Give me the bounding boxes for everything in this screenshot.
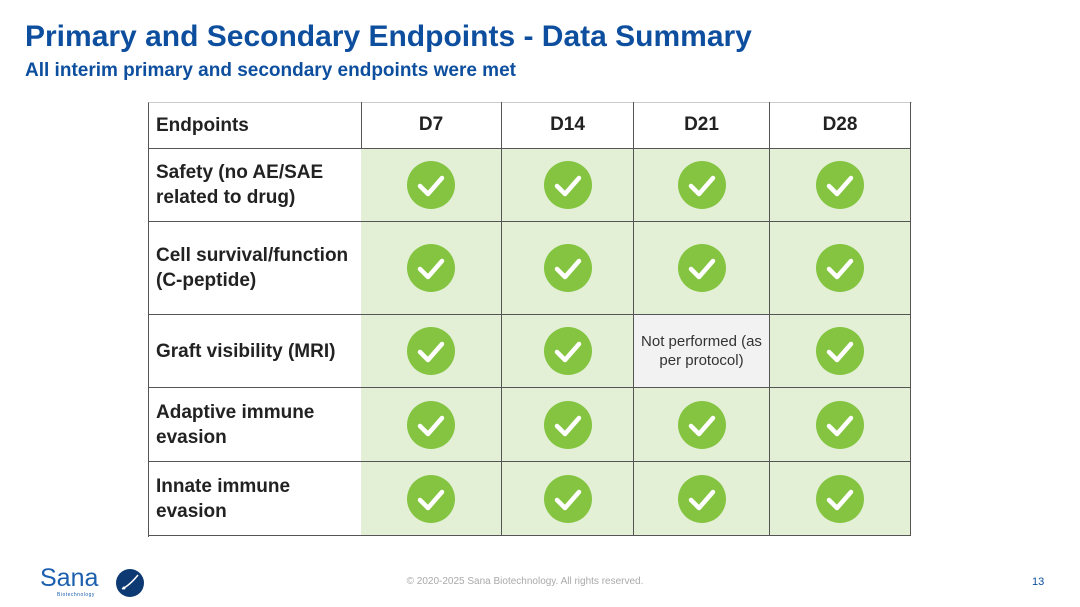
check-cell bbox=[361, 388, 502, 462]
check-icon bbox=[543, 244, 592, 292]
logo-icon bbox=[116, 569, 144, 597]
check-icon bbox=[816, 474, 864, 523]
check-cell bbox=[634, 149, 770, 222]
check-cell bbox=[361, 149, 502, 222]
page-number: 13 bbox=[1032, 576, 1045, 588]
note-cell: Not performed (as per protocol) bbox=[634, 315, 770, 388]
subtitle: All interim primary and secondary endpoi… bbox=[25, 60, 516, 81]
check-icon bbox=[816, 161, 864, 209]
check-icon bbox=[407, 474, 455, 523]
column-header: Endpoints bbox=[148, 102, 362, 149]
check-cell bbox=[634, 388, 770, 462]
check-icon bbox=[543, 161, 592, 209]
check-icon bbox=[677, 400, 726, 449]
check-icon bbox=[677, 244, 726, 292]
check-icon bbox=[407, 161, 455, 209]
column-header: D14 bbox=[502, 102, 634, 149]
row-label: Innate immune evasion bbox=[148, 462, 362, 536]
logo-text: Sana bbox=[40, 564, 99, 592]
check-cell bbox=[502, 388, 634, 462]
check-icon bbox=[677, 161, 726, 209]
check-icon bbox=[816, 244, 864, 292]
check-cell bbox=[634, 222, 770, 315]
check-cell bbox=[502, 149, 634, 222]
check-icon bbox=[543, 327, 592, 375]
check-cell bbox=[770, 222, 911, 315]
table: Endpoints D7 D14 D21 D28 Safety (no AE/SAE re… bbox=[148, 102, 912, 537]
check-icon bbox=[407, 327, 455, 375]
check-cell bbox=[770, 462, 911, 536]
check-cell bbox=[361, 222, 502, 315]
logo-subtext: Biotechnology bbox=[57, 592, 95, 598]
row-label: Safety (no AE/SAE related to drug) bbox=[148, 149, 362, 222]
check-cell bbox=[770, 315, 911, 388]
column-header: D28 bbox=[770, 102, 911, 149]
check-cell bbox=[502, 222, 634, 315]
row-label: Graft visibility (MRI) bbox=[148, 315, 362, 388]
check-icon bbox=[543, 400, 592, 449]
check-cell bbox=[361, 315, 502, 388]
copyright: © 2020-2025 Sana Biotechnology. All righ… bbox=[406, 576, 644, 587]
check-icon bbox=[407, 400, 455, 449]
check-icon bbox=[543, 474, 592, 523]
check-cell bbox=[770, 388, 911, 462]
column-header: D21 bbox=[634, 102, 770, 149]
row-label: Cell survival/function (C-peptide) bbox=[148, 222, 362, 315]
check-icon bbox=[677, 474, 726, 523]
check-icon bbox=[816, 327, 864, 375]
check-cell bbox=[502, 462, 634, 536]
check-cell bbox=[634, 462, 770, 536]
column-header: D7 bbox=[361, 102, 502, 149]
check-cell bbox=[361, 462, 502, 536]
title: Primary and Secondary Endpoints - Data S… bbox=[25, 20, 752, 53]
check-cell bbox=[770, 149, 911, 222]
check-icon bbox=[407, 244, 455, 292]
row-label: Adaptive immune evasion bbox=[148, 388, 362, 462]
check-cell bbox=[502, 315, 634, 388]
check-icon bbox=[816, 400, 864, 449]
